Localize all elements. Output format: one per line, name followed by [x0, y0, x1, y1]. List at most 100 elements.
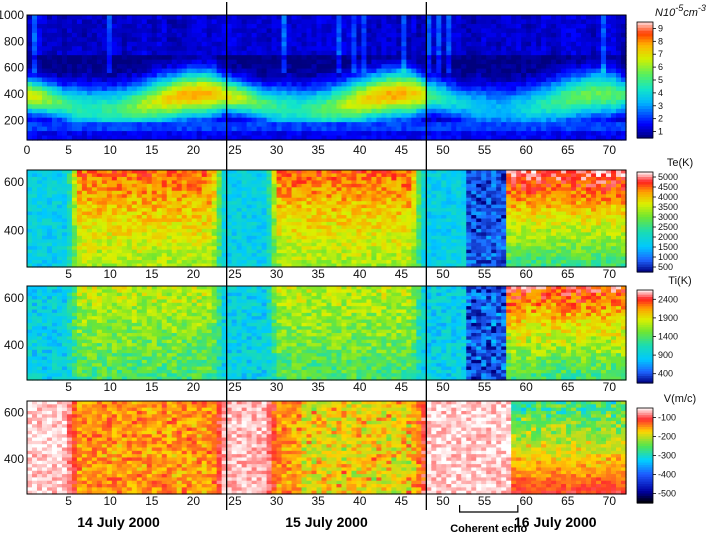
heatmap-cell	[531, 41, 537, 47]
heatmap-cell	[61, 211, 68, 216]
heatmap-cell	[521, 37, 527, 43]
heatmap-cell	[56, 108, 63, 114]
heatmap-cell	[466, 59, 472, 65]
heatmap-cell	[116, 113, 123, 119]
heatmap-cell	[51, 239, 58, 244]
heatmap-cell	[601, 73, 607, 79]
heatmap-cell	[106, 64, 113, 70]
heatmap-cell	[71, 90, 78, 96]
heatmap-cell	[121, 180, 128, 185]
heatmap-cell	[146, 246, 153, 251]
heatmap-cell	[621, 117, 627, 123]
heatmap-cell	[56, 73, 63, 79]
heatmap-cell	[56, 81, 63, 88]
heatmap-cell	[491, 50, 497, 56]
heatmap-cell	[101, 77, 108, 83]
heatmap-cell	[536, 108, 542, 114]
heatmap-cell	[226, 90, 233, 96]
heatmap-cell	[541, 90, 547, 96]
heatmap-cell	[266, 176, 273, 181]
heatmap-cell	[31, 208, 38, 213]
heatmap-cell	[296, 211, 303, 216]
heatmap-cell	[341, 90, 348, 96]
heatmap-cell	[391, 117, 397, 123]
heatmap-cell	[191, 218, 198, 223]
heatmap-cell	[551, 37, 557, 43]
heatmap-cell	[606, 77, 612, 83]
heatmap-cell	[316, 86, 323, 92]
heatmap-cell	[556, 23, 562, 29]
heatmap-cell	[36, 108, 43, 114]
heatmap-cell	[101, 215, 108, 220]
heatmap-cell	[531, 77, 537, 83]
heatmap-cell	[396, 55, 402, 61]
heatmap-cell	[326, 86, 333, 92]
heatmap-cell	[196, 15, 203, 21]
heatmap-cell	[31, 32, 38, 38]
heatmap-cell	[526, 46, 532, 52]
heatmap-cell	[621, 19, 627, 25]
heatmap-cell	[211, 37, 218, 43]
heatmap-cell	[86, 108, 93, 114]
heatmap-cell	[436, 117, 442, 123]
heatmap-cell	[471, 55, 477, 61]
heatmap-cell	[536, 28, 542, 34]
heatmap-cell	[186, 50, 193, 56]
heatmap-cell	[136, 228, 143, 233]
heatmap-cell	[186, 55, 193, 61]
heatmap-cell	[86, 170, 93, 175]
heatmap-cell	[281, 131, 288, 137]
heatmap-cell	[621, 126, 627, 132]
heatmap-cell	[546, 117, 552, 123]
heatmap-cell	[271, 235, 278, 240]
heatmap-cell	[56, 235, 63, 240]
heatmap-cell	[496, 68, 502, 74]
heatmap-cell	[586, 86, 592, 92]
heatmap-cell	[326, 50, 333, 56]
heatmap-cell	[91, 19, 98, 25]
heatmap-cell	[186, 68, 193, 74]
heatmap-cell	[236, 117, 243, 123]
heatmap-cell	[511, 99, 517, 105]
heatmap-cell	[296, 64, 303, 70]
heatmap-cell	[151, 73, 158, 79]
heatmap-cell	[531, 19, 537, 25]
heatmap-cell	[116, 90, 123, 96]
heatmap-cell	[431, 104, 437, 110]
heatmap-cell	[211, 215, 218, 220]
heatmap-cell	[76, 194, 83, 199]
heatmap-cell	[441, 90, 447, 96]
heatmap-cell	[101, 108, 108, 114]
colorbar-segment	[637, 103, 653, 107]
heatmap-cell	[386, 122, 392, 128]
heatmap-cell	[101, 122, 108, 128]
heatmap-cell	[66, 37, 73, 43]
heatmap-cell	[276, 263, 283, 268]
heatmap-cell	[351, 113, 358, 119]
heatmap-cell	[91, 215, 98, 220]
heatmap-cell	[91, 246, 98, 251]
heatmap-cell	[256, 263, 263, 268]
heatmap-cell	[106, 122, 113, 128]
heatmap-cell	[241, 99, 248, 105]
heatmap-cell	[266, 232, 273, 237]
heatmap-cell	[281, 180, 288, 185]
heatmap-cell	[86, 135, 93, 141]
heatmap-cell	[566, 86, 572, 92]
heatmap-cell	[96, 50, 103, 56]
heatmap-cell	[31, 225, 38, 230]
heatmap-cell	[281, 81, 288, 88]
heatmap-cell	[331, 99, 338, 105]
heatmap-cell	[541, 23, 547, 29]
heatmap-cell	[71, 135, 78, 141]
heatmap-cell	[561, 122, 567, 128]
heatmap-cell	[396, 122, 402, 128]
heatmap-cell	[261, 28, 268, 34]
heatmap-cell	[361, 37, 368, 43]
heatmap-cell	[211, 135, 218, 141]
heatmap-cell	[561, 108, 567, 114]
colorbar-segment	[637, 85, 653, 90]
heatmap-cell	[126, 104, 133, 110]
heatmap-cell	[76, 176, 83, 181]
heatmap-cell	[156, 173, 163, 178]
